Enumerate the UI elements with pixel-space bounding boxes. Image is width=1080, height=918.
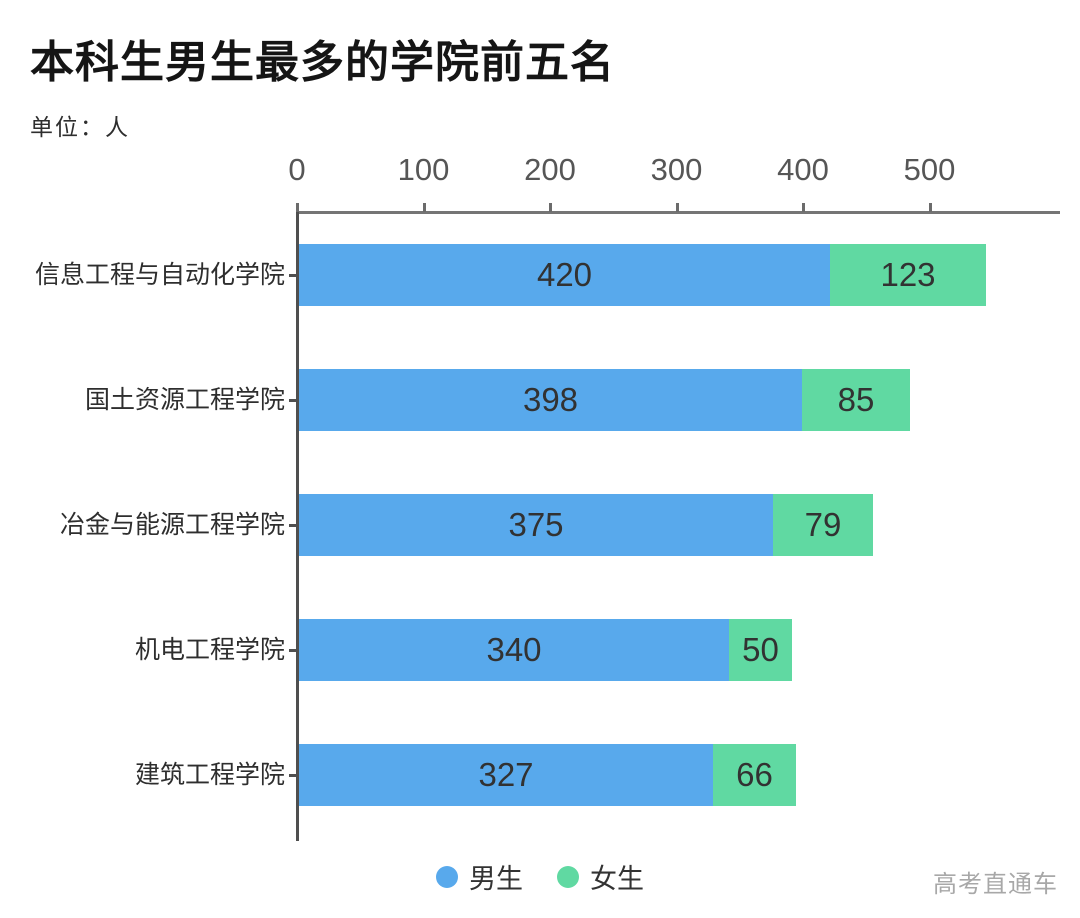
x-axis-line xyxy=(297,211,1060,214)
x-tick-label: 500 xyxy=(903,152,956,187)
value-label: 340 xyxy=(486,631,542,668)
value-label: 327 xyxy=(478,756,534,793)
value-label: 50 xyxy=(742,631,779,668)
x-tick-mark xyxy=(422,203,426,212)
bar-segment-male[interactable]: 375 xyxy=(299,494,773,556)
x-tick-mark xyxy=(675,203,679,212)
legend-marker-female-icon xyxy=(557,865,579,888)
category-label: 国土资源工程学院 xyxy=(84,386,285,414)
bar-segment-male[interactable]: 327 xyxy=(299,744,713,806)
x-tick-label: 400 xyxy=(777,152,829,187)
y-tick-mark xyxy=(289,274,297,277)
x-tick-label: 300 xyxy=(650,152,703,187)
legend-label: 女生 xyxy=(590,864,644,894)
value-label: 420 xyxy=(536,256,593,293)
bar-segment-female[interactable]: 66 xyxy=(713,744,796,806)
y-tick-mark xyxy=(289,524,297,527)
value-label: 375 xyxy=(508,506,564,543)
y-axis-line xyxy=(296,211,299,841)
bar-segment-female[interactable]: 50 xyxy=(729,619,792,681)
watermark: 高考直通车 xyxy=(933,871,1058,898)
category-label: 建筑工程学院 xyxy=(134,761,285,789)
x-tick-mark xyxy=(296,203,299,212)
category-label: 冶金与能源工程学院 xyxy=(59,511,285,539)
x-tick-mark xyxy=(802,203,805,212)
x-tick-mark xyxy=(928,203,932,212)
bar-segment-male[interactable]: 340 xyxy=(299,619,729,681)
y-tick-mark xyxy=(289,399,297,402)
value-label: 123 xyxy=(880,256,936,293)
x-tick-label: 0 xyxy=(288,152,306,187)
legend-item-female[interactable]: 女生 xyxy=(557,857,644,896)
legend-label: 男生 xyxy=(469,864,523,894)
unit-label: 单位：人 xyxy=(30,114,130,140)
value-label: 398 xyxy=(522,381,579,418)
x-tick-mark xyxy=(549,203,552,212)
bar-segment-female[interactable]: 79 xyxy=(773,494,873,556)
legend-item-male[interactable]: 男生 xyxy=(436,857,523,896)
value-label: 79 xyxy=(804,506,842,543)
legend-marker-male-icon xyxy=(436,865,458,888)
bar-segment-male[interactable]: 420 xyxy=(299,244,830,306)
bar-segment-female[interactable]: 85 xyxy=(802,369,910,431)
y-tick-mark xyxy=(289,774,297,777)
x-tick-label: 100 xyxy=(397,152,450,187)
legend: 男生 女生 xyxy=(0,857,1080,896)
value-label: 66 xyxy=(736,756,773,793)
value-label: 85 xyxy=(837,381,875,418)
chart-title: 本科生男生最多的学院前五名 xyxy=(30,38,615,87)
bar-segment-female[interactable]: 123 xyxy=(830,244,986,306)
y-tick-mark xyxy=(289,649,297,652)
category-label: 机电工程学院 xyxy=(134,636,285,664)
category-label: 信息工程与自动化学院 xyxy=(34,261,285,289)
bar-segment-male[interactable]: 398 xyxy=(299,369,802,431)
x-tick-label: 200 xyxy=(524,152,576,187)
